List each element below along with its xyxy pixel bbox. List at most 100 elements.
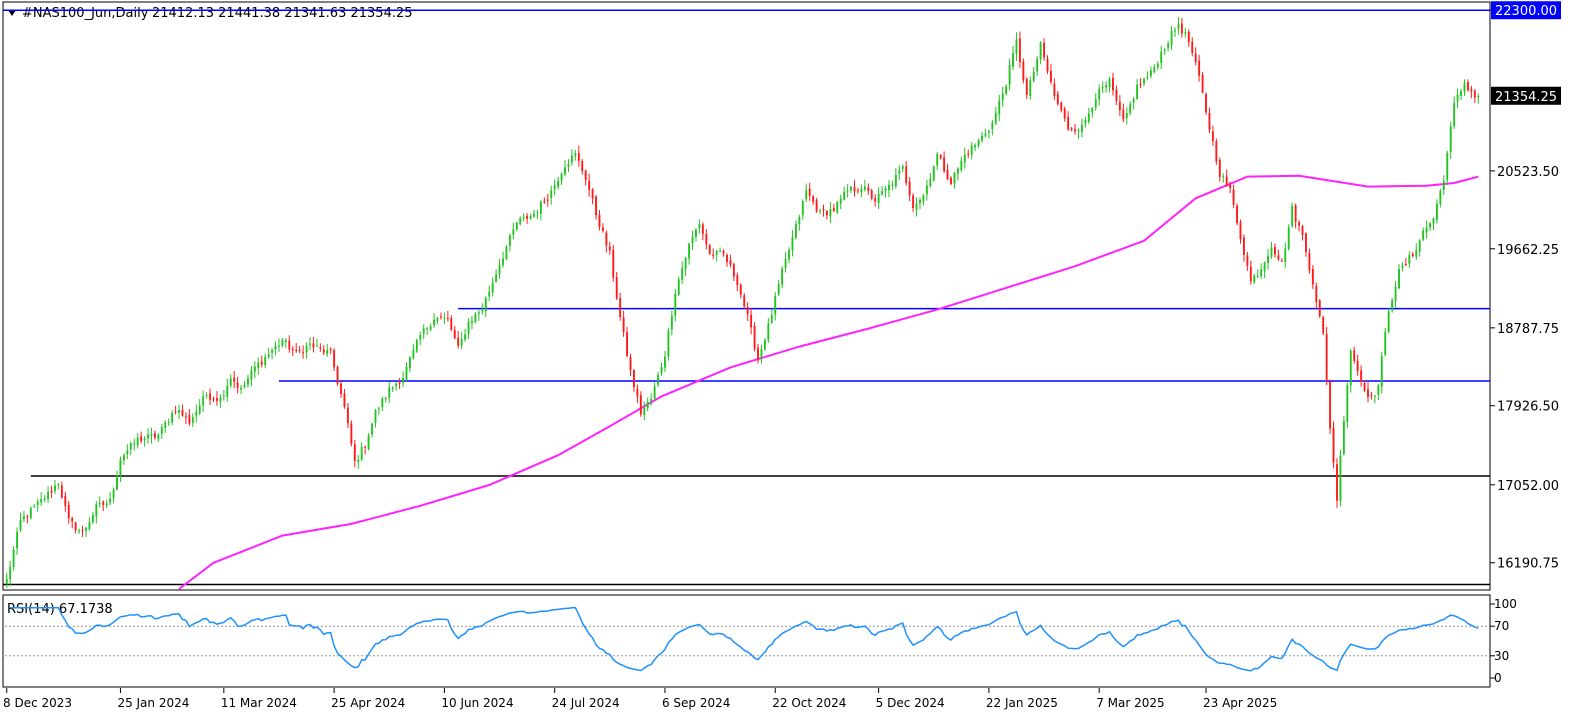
candle-body [260, 361, 263, 365]
candle-body [946, 169, 949, 180]
candle-body [29, 507, 32, 518]
candle-body [1208, 112, 1211, 131]
candles [5, 17, 1480, 589]
candle-body [109, 498, 112, 503]
date-tick-label: 6 Sep 2024 [662, 696, 730, 710]
candle-body [226, 385, 229, 397]
candle-body [1432, 218, 1435, 224]
candle-body [1284, 248, 1287, 262]
candle-body [1342, 421, 1345, 455]
candle-body [1311, 268, 1314, 285]
candle-body [284, 340, 287, 342]
candle-body [274, 345, 277, 350]
candle-body [464, 334, 467, 340]
candle-body [1273, 247, 1276, 255]
candle-body [312, 343, 315, 348]
candle-body [429, 326, 432, 330]
candle-body [1049, 71, 1052, 83]
candle-body [1222, 176, 1225, 178]
candle-body [584, 170, 587, 180]
candle-body [987, 130, 990, 133]
candle-body [550, 190, 553, 198]
candle-body [1201, 74, 1204, 93]
candle-body [1215, 141, 1218, 162]
candle-body [281, 340, 284, 346]
candle-body [726, 255, 728, 262]
candle-body [315, 345, 318, 347]
candle-body [853, 187, 856, 192]
candle-body [1084, 119, 1087, 124]
candle-body [1260, 269, 1263, 277]
candle-body [784, 258, 787, 268]
main-plot-frame [2, 1, 1491, 591]
candle-body [595, 196, 597, 216]
candle-body [1308, 252, 1311, 271]
candle-body [116, 475, 118, 490]
candle-body [253, 366, 256, 372]
candle-body [1339, 455, 1342, 502]
candle-body [1356, 360, 1359, 372]
candle-body [1074, 129, 1077, 132]
candle-body [119, 459, 122, 476]
candle-body [794, 224, 797, 238]
candle-body [512, 229, 515, 235]
candle-body [1101, 86, 1104, 88]
candle-body [1256, 275, 1259, 277]
candle-body [484, 298, 487, 312]
candle-body [956, 168, 959, 174]
candle-body [1187, 31, 1190, 43]
candle-body [191, 417, 194, 424]
candle-body [715, 250, 718, 255]
candle-body [836, 202, 839, 213]
candle-body [43, 498, 46, 500]
candle-body [526, 215, 529, 219]
candle-body [1367, 389, 1369, 397]
candle-body [147, 434, 149, 439]
candle-body [1225, 176, 1228, 186]
candle-body [247, 378, 249, 385]
collapse-triangle-icon[interactable] [8, 10, 16, 16]
candle-body [1246, 255, 1249, 266]
candle-body [105, 503, 108, 506]
candle-body [1122, 109, 1125, 120]
candle-body [377, 408, 380, 410]
date-tick-label: 23 Apr 2025 [1203, 696, 1277, 710]
candle-body [60, 485, 63, 498]
rsi-tick-label: 0 [1494, 671, 1502, 685]
candle-body [295, 349, 298, 351]
candle-body [1194, 53, 1197, 63]
candle-body [36, 501, 39, 506]
candle-body [612, 249, 615, 278]
candle-body [708, 245, 711, 254]
candle-body [150, 434, 153, 437]
candle-body [250, 370, 253, 380]
candle-body [1039, 42, 1042, 60]
candle-body [770, 314, 773, 323]
candle-body [309, 343, 311, 345]
candle-body [202, 396, 205, 406]
candle-body [471, 321, 473, 323]
candle-body [233, 377, 236, 382]
candle-body [805, 190, 808, 200]
candle-body [515, 222, 518, 230]
candle-body [1398, 269, 1400, 289]
candle-body [488, 291, 491, 297]
candle-body [219, 397, 222, 402]
candle-body [557, 180, 560, 187]
candle-body [1094, 99, 1097, 108]
candle-body [1149, 70, 1152, 77]
candle-body [701, 224, 704, 234]
candle-body [1015, 39, 1018, 54]
candle-body [643, 407, 646, 416]
candle-body [1139, 84, 1142, 86]
candle-body [819, 210, 821, 212]
candle-body [774, 295, 777, 315]
candle-body [1098, 88, 1101, 100]
candle-body [1418, 240, 1421, 252]
candle-body [577, 152, 580, 161]
candle-body [860, 188, 863, 193]
candle-body [888, 184, 890, 191]
candle-body [508, 235, 511, 246]
candle-body [777, 284, 780, 295]
